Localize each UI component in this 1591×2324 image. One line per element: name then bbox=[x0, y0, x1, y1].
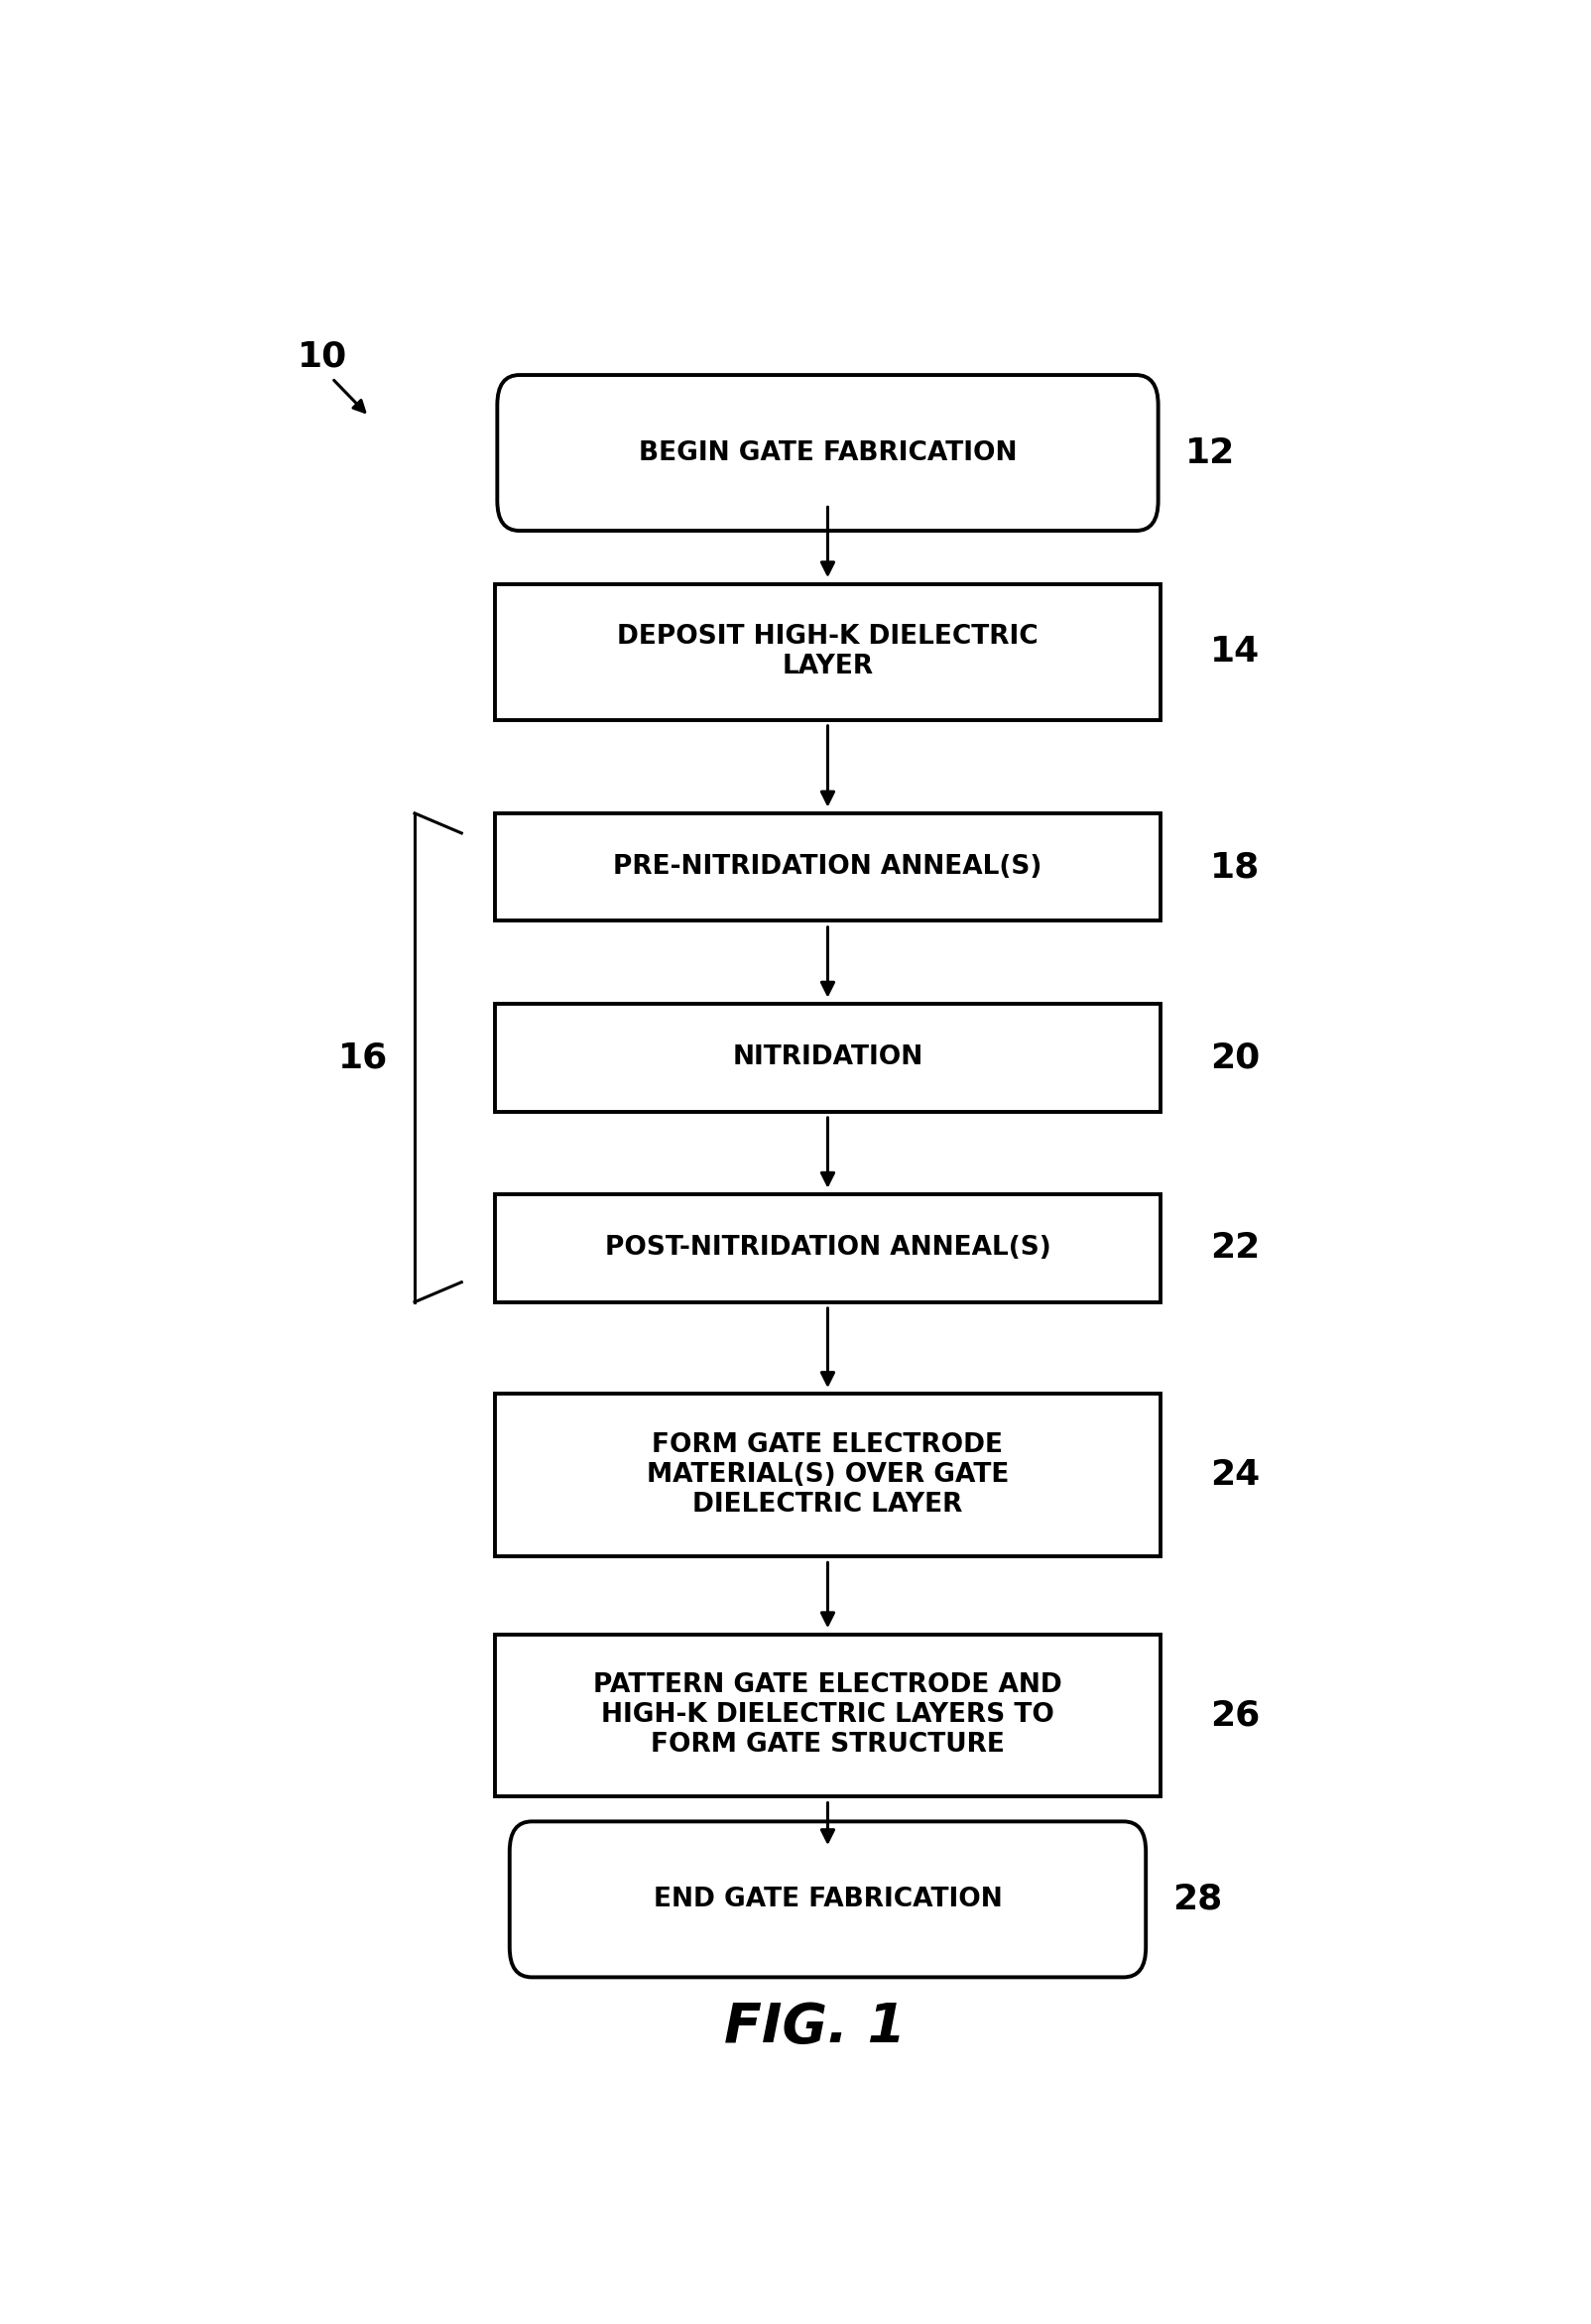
FancyBboxPatch shape bbox=[509, 1822, 1146, 1978]
Text: POST-NITRIDATION ANNEAL(S): POST-NITRIDATION ANNEAL(S) bbox=[605, 1236, 1050, 1262]
Text: NITRIDATION: NITRIDATION bbox=[732, 1046, 923, 1071]
Text: END GATE FABRICATION: END GATE FABRICATION bbox=[654, 1887, 1002, 1913]
Text: FIG. 1: FIG. 1 bbox=[724, 2001, 907, 2054]
Text: 24: 24 bbox=[1211, 1459, 1260, 1492]
Text: 14: 14 bbox=[1211, 634, 1260, 669]
FancyBboxPatch shape bbox=[495, 1634, 1161, 1796]
FancyBboxPatch shape bbox=[495, 583, 1161, 720]
Text: 28: 28 bbox=[1173, 1882, 1223, 1917]
Text: FORM GATE ELECTRODE
MATERIAL(S) OVER GATE
DIELECTRIC LAYER: FORM GATE ELECTRODE MATERIAL(S) OVER GAT… bbox=[646, 1432, 1009, 1518]
Text: BEGIN GATE FABRICATION: BEGIN GATE FABRICATION bbox=[638, 439, 1017, 465]
Text: 10: 10 bbox=[298, 339, 347, 374]
Text: 22: 22 bbox=[1211, 1232, 1260, 1264]
Text: PATTERN GATE ELECTRODE AND
HIGH-K DIELECTRIC LAYERS TO
FORM GATE STRUCTURE: PATTERN GATE ELECTRODE AND HIGH-K DIELEC… bbox=[593, 1673, 1063, 1757]
FancyBboxPatch shape bbox=[495, 1394, 1161, 1557]
FancyBboxPatch shape bbox=[495, 1004, 1161, 1111]
Text: 26: 26 bbox=[1211, 1699, 1260, 1731]
Text: DEPOSIT HIGH-K DIELECTRIC
LAYER: DEPOSIT HIGH-K DIELECTRIC LAYER bbox=[617, 623, 1039, 679]
Text: 16: 16 bbox=[337, 1041, 388, 1074]
FancyBboxPatch shape bbox=[495, 813, 1161, 920]
Text: 18: 18 bbox=[1211, 851, 1260, 883]
FancyBboxPatch shape bbox=[498, 374, 1158, 530]
Text: 12: 12 bbox=[1185, 437, 1235, 469]
FancyBboxPatch shape bbox=[495, 1195, 1161, 1301]
Text: 20: 20 bbox=[1211, 1041, 1260, 1074]
Text: PRE-NITRIDATION ANNEAL(S): PRE-NITRIDATION ANNEAL(S) bbox=[613, 855, 1042, 881]
